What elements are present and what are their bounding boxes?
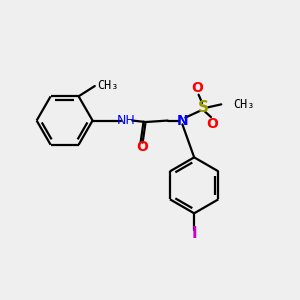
Text: S: S: [198, 100, 209, 115]
Text: NH: NH: [117, 114, 136, 127]
Text: O: O: [191, 81, 203, 94]
Text: O: O: [137, 140, 148, 154]
Text: O: O: [206, 117, 218, 131]
Text: CH₃: CH₃: [97, 79, 118, 92]
Text: CH₃: CH₃: [233, 98, 254, 111]
Text: N: N: [177, 114, 188, 128]
Text: I: I: [191, 226, 197, 242]
